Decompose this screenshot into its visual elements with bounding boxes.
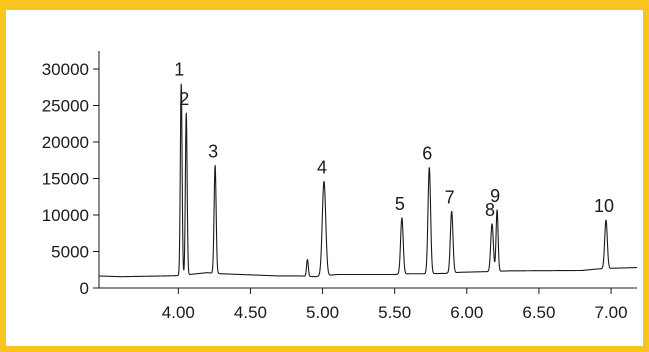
y-tick-label: 0 xyxy=(80,279,89,298)
x-tick-label: 6.50 xyxy=(522,303,555,322)
x-tick-label: 5.00 xyxy=(306,303,339,322)
x-tick-label: 6.00 xyxy=(450,303,483,322)
peak-labels: 1 2 3 4 5 6 7 89 10 xyxy=(174,60,614,220)
axes xyxy=(98,51,637,289)
peak-label: 4 xyxy=(317,157,327,177)
y-ticks: 0 5000 10000 15000 20000 25000 30000 xyxy=(42,60,99,298)
peak-label: 6 xyxy=(422,144,432,164)
y-tick-label: 25000 xyxy=(42,97,89,116)
peak-label: 8 xyxy=(485,200,495,220)
peak-label: 7 xyxy=(445,187,455,207)
y-tick-label: 30000 xyxy=(42,60,89,79)
x-ticks: 4.00 4.50 5.00 5.50 6.00 6.50 7.00 xyxy=(162,288,628,322)
x-tick-label: 7.00 xyxy=(594,303,627,322)
y-tick-label: 5000 xyxy=(51,243,89,262)
x-tick-label: 5.50 xyxy=(378,303,411,322)
peak-label: 5 xyxy=(395,194,405,214)
peak-label: 10 xyxy=(594,196,614,216)
x-tick-label: 4.00 xyxy=(162,303,195,322)
peak-label: 2 xyxy=(179,89,189,109)
x-tick-label: 4.50 xyxy=(234,303,267,322)
peak-label: 9 xyxy=(490,186,500,206)
y-tick-label: 20000 xyxy=(42,133,89,152)
y-tick-label: 10000 xyxy=(42,206,89,225)
peak-label: 1 xyxy=(174,60,184,80)
series-line xyxy=(98,83,638,278)
y-tick-label: 15000 xyxy=(42,170,89,189)
peak-label: 3 xyxy=(208,141,218,161)
